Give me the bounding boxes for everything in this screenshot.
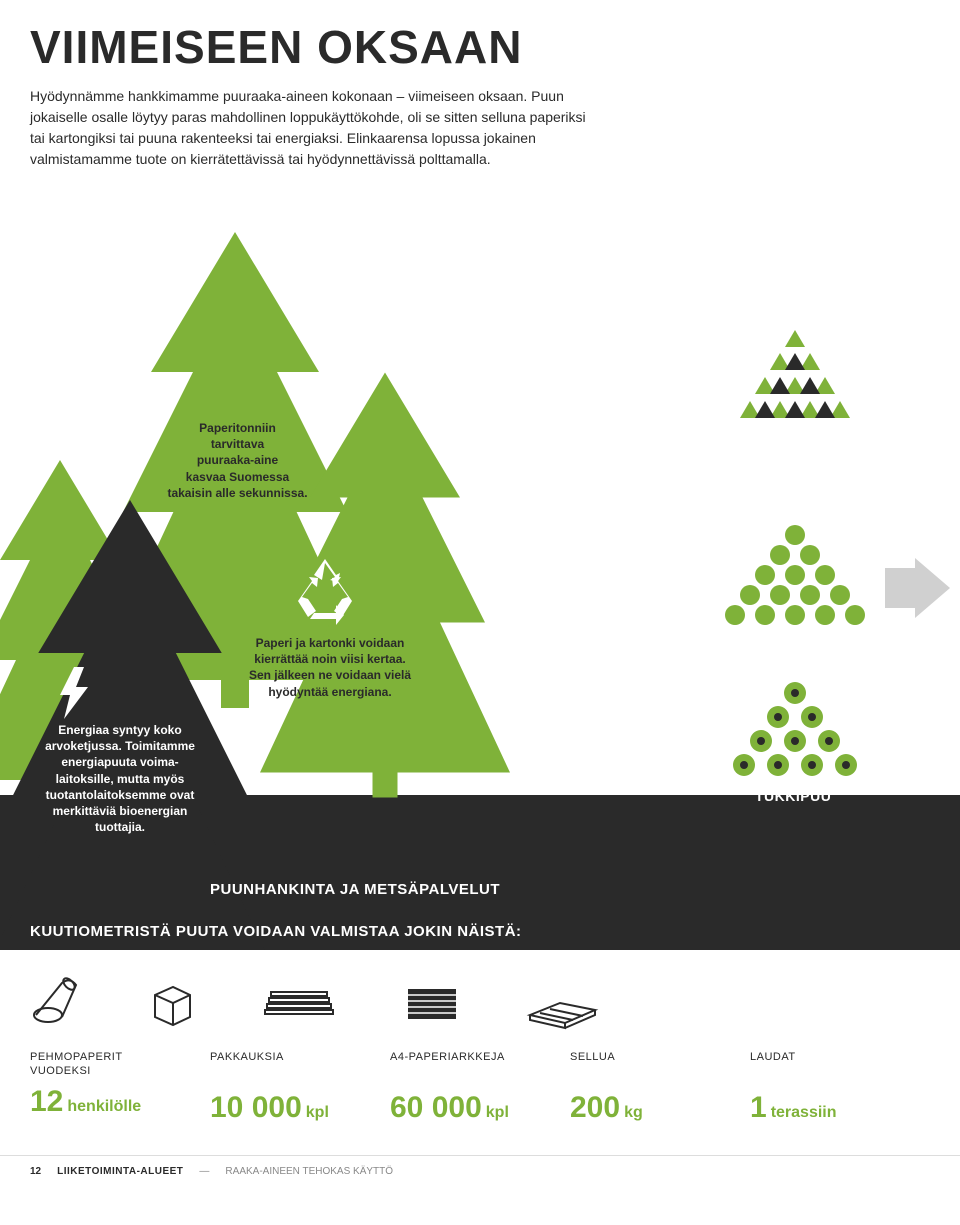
product-stats: PEHMOPAPERITVUODEKSI 12henkilölle PAKKAU… (0, 1040, 960, 1155)
intro-text: Hyödynnämme hankkimamme puuraaka-aineen … (30, 86, 590, 170)
kuutiometri-heading: KUUTIOMETRISTÄ PUUTA VOIDAAN VALMISTAA J… (30, 922, 522, 942)
recycle-text: Paperi ja kartonki voidaankierrättää noi… (235, 635, 425, 700)
metsaenergia-heading: METSÄENERGIA JA SIVUTUOTTEET (555, 458, 775, 499)
laudat-stat: LAUDAT 1terassiin (750, 1050, 930, 1125)
puunhankinta-heading: PUUNHANKINTA JA METSÄPALVELUT (210, 880, 500, 900)
pakkaus-stat: PAKKAUKSIA 10 000kpl (210, 1050, 390, 1125)
kuitupuu-text: Kuitupuu on tarkoitettu sellun ja puukui… (530, 505, 705, 595)
sellu-stat: SELLUA 200kg (570, 1050, 750, 1125)
product-icons (0, 950, 960, 1040)
pehmo-stat: PEHMOPAPERITVUODEKSI 12henkilölle (30, 1050, 210, 1125)
page-footer: 12 LIIKETOIMINTA-ALUEET — RAAKA-AINEEN T… (0, 1155, 960, 1187)
tukkipuu-text: Tukkipuita jalostetaan sahoilla ja vaner… (530, 665, 705, 755)
metsaenergia-text: Metsäenergiaa saadaan pääosin puun latvu… (530, 310, 705, 432)
a4-icon (260, 975, 340, 1030)
tukkipuu-label: TUKKIPUU (755, 788, 831, 804)
kuitupuu-label: KUITUPUU (755, 643, 831, 659)
page-title: VIIMEISEEN OKSAAN (30, 20, 930, 74)
pehmopaperi-icon (30, 975, 85, 1030)
energia-text: Energiaa syntyy kokoarvoketjussa. Toimit… (20, 722, 220, 835)
sellu-icon (400, 975, 465, 1030)
pakkaus-icon (145, 975, 200, 1030)
forest-infographic: Paperitonniintarvittavapuuraaka-ainekasv… (0, 180, 960, 950)
paperitonni-text: Paperitonniintarvittavapuuraaka-ainekasv… (150, 420, 325, 501)
laudat-icon (525, 975, 600, 1030)
a4-stat: A4-PAPERIARKKEJA 60 000kpl (390, 1050, 570, 1125)
